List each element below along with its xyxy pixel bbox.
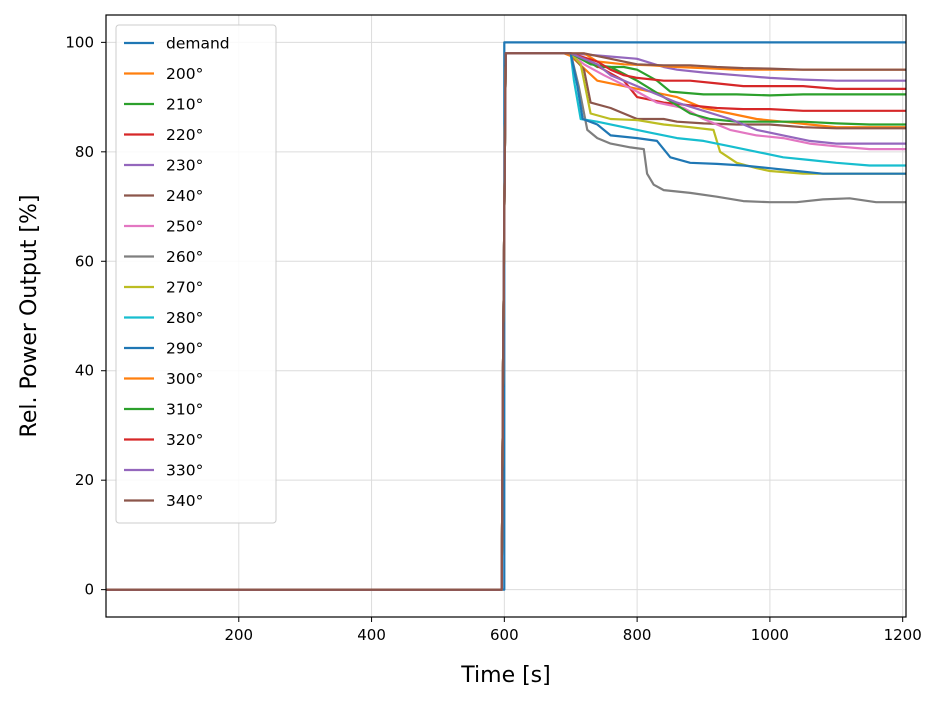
legend-label: 250° <box>166 218 203 236</box>
x-axis-label: Time [s] <box>460 663 550 688</box>
x-tick-label: 800 <box>623 626 652 644</box>
legend-label: 260° <box>166 248 203 266</box>
legend-label: 330° <box>166 462 203 480</box>
x-tick-label: 400 <box>357 626 386 644</box>
legend-label: 220° <box>166 126 203 144</box>
legend-label: 270° <box>166 279 203 297</box>
series-lines <box>106 41 906 591</box>
legend-label: 240° <box>166 187 203 205</box>
legend-label: 280° <box>166 309 203 327</box>
legend: demand 200° 210° 220° 230° 240° 250° 260° 270° 28… <box>115 24 277 524</box>
legend-label: 310° <box>166 401 203 419</box>
axis-ticks: 200 400 600 800 1000 1200 0 20 40 60 80 100 <box>65 33 921 644</box>
plot-frame <box>105 14 907 618</box>
legend-label: 290° <box>166 340 203 358</box>
x-tick-label: 1000 <box>751 626 789 644</box>
legend-label: 320° <box>166 431 203 449</box>
legend-box <box>115 24 277 524</box>
legend-label: 230° <box>166 157 203 175</box>
y-tick-label: 80 <box>75 143 94 161</box>
series-line-340 <box>106 52 906 591</box>
y-tick-label: 20 <box>75 471 94 489</box>
y-tick-label: 40 <box>75 362 94 380</box>
legend-label: 210° <box>166 96 203 114</box>
y-axis-label: Rel. Power Output [%] <box>17 195 42 438</box>
legend-label: 200° <box>166 65 203 83</box>
legend-label: 300° <box>166 370 203 388</box>
legend-label: demand <box>166 35 230 53</box>
legend-label: 340° <box>166 492 203 510</box>
x-tick-label: 200 <box>224 626 253 644</box>
x-tick-label: 1200 <box>884 626 922 644</box>
y-tick-label: 60 <box>75 252 94 270</box>
y-tick-label: 0 <box>84 581 94 599</box>
x-tick-label: 600 <box>490 626 519 644</box>
y-tick-label: 100 <box>65 33 94 51</box>
